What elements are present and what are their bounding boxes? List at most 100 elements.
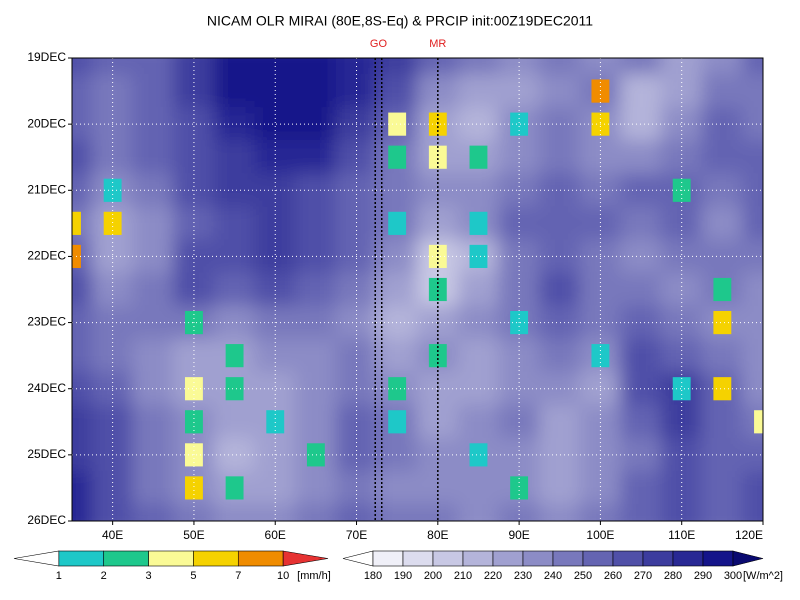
olr-cell: [701, 338, 744, 373]
olr-cell: [213, 503, 256, 521]
precip-cell: [713, 377, 732, 401]
olr-cell: [72, 305, 93, 340]
olr-cell: [620, 338, 662, 373]
olr-cell: [620, 206, 662, 241]
olr-cell: [498, 338, 540, 373]
olr-cell: [335, 404, 378, 439]
olr-cell: [620, 503, 662, 521]
y-tick-label: 19DEC: [27, 50, 66, 64]
precip-cell: [184, 377, 203, 401]
olr-cell: [660, 338, 703, 373]
olr-cell: [620, 272, 662, 307]
olr-cell: [254, 239, 297, 274]
precip-cell: [469, 145, 488, 169]
colorbar-label: 190: [394, 570, 412, 582]
precip-cell: [184, 410, 203, 434]
y-tick-label: 24DEC: [27, 381, 66, 395]
colorbar-label: 280: [664, 570, 682, 582]
olr-cell: [457, 58, 500, 76]
olr-cell: [457, 305, 500, 340]
colorbar-triangle: [282, 550, 329, 567]
precip-cell: [428, 112, 447, 136]
olr-cell: [254, 338, 297, 373]
colorbar-triangle: [342, 550, 374, 567]
y-tick-label: 26DEC: [27, 513, 66, 527]
precip-cell: [510, 112, 529, 136]
olr-cell: [213, 74, 256, 109]
colorbar-label: 10: [277, 570, 289, 582]
y-tick-label: 21DEC: [27, 182, 66, 196]
colorbar-label: 7: [235, 570, 241, 582]
olr-cell: [538, 404, 581, 439]
olr-cell: [376, 74, 418, 109]
colorbar-box: [522, 550, 554, 567]
olr-cell: [579, 206, 622, 241]
olr-cell: [295, 503, 337, 521]
olr-cell: [538, 503, 581, 521]
olr-cell: [701, 74, 744, 109]
colorbar-label: 290: [694, 570, 712, 582]
olr-cell: [660, 272, 703, 307]
olr-cell: [620, 404, 662, 439]
x-tick-label: 50E: [183, 528, 204, 542]
olr-cell: [457, 272, 500, 307]
chart-title: NICAM OLR MIRAI (80E,8S-Eq) & PRCIP init…: [207, 13, 593, 29]
olr-cell: [213, 58, 256, 76]
olr-cell: [538, 58, 581, 76]
olr-cell: [254, 272, 297, 307]
colorbar-label: 240: [544, 570, 562, 582]
colorbar-label: 300: [724, 570, 742, 582]
precip-cell: [591, 344, 610, 368]
colorbar-label: 1: [56, 570, 62, 582]
olr-cell: [538, 437, 581, 472]
x-tick-label: 120E: [735, 528, 763, 542]
olr-cell: [620, 74, 662, 109]
olr-cell: [254, 107, 297, 142]
olr-cell: [457, 173, 500, 208]
olr-cell: [72, 58, 93, 76]
olr-cell: [91, 470, 134, 505]
colorbar-label: 180: [364, 570, 382, 582]
olr-cell: [376, 305, 418, 340]
olr-cell: [538, 140, 581, 175]
precip-cell: [306, 443, 325, 467]
olr-cell: [538, 305, 581, 340]
olr-cell: [132, 173, 175, 208]
olr-cell: [376, 338, 418, 373]
olr-cell: [132, 470, 175, 505]
olr-cell: [72, 503, 93, 521]
olr-cell: [538, 239, 581, 274]
olr-cell: [295, 371, 337, 406]
olr-cell: [254, 503, 297, 521]
colorbar-box: [103, 550, 149, 567]
colorbar-box: [612, 550, 644, 567]
precip-cell: [754, 410, 763, 434]
colorbar-label: 5: [190, 570, 196, 582]
olr-cell: [132, 338, 175, 373]
colorbar-label: 220: [484, 570, 502, 582]
olr-cell: [295, 305, 337, 340]
olr-cell: [620, 173, 662, 208]
olr-cell: [72, 338, 93, 373]
y-tick-label: 20DEC: [27, 116, 66, 130]
olr-cell: [254, 140, 297, 175]
olr-cell: [72, 272, 93, 307]
olr-cell: [417, 503, 459, 521]
colorbar-box: [672, 550, 704, 567]
colorbar-label: 2: [101, 570, 107, 582]
olr-cell: [295, 140, 337, 175]
olr-cell: [742, 58, 763, 76]
olr-cell: [376, 470, 418, 505]
olr-cell: [498, 140, 540, 175]
colorbar-unit: [W/m^2]: [743, 570, 783, 582]
olr-cell: [254, 206, 297, 241]
olr-cell: [72, 470, 93, 505]
colorbar-box: [492, 550, 524, 567]
precip-cell: [266, 410, 285, 434]
olr-cell: [376, 173, 418, 208]
colorbar-unit: [mm/h]: [297, 570, 331, 582]
olr-cell: [457, 470, 500, 505]
colorbar-box: [148, 550, 194, 567]
olr-cell: [295, 58, 337, 76]
olr-cell: [538, 107, 581, 142]
